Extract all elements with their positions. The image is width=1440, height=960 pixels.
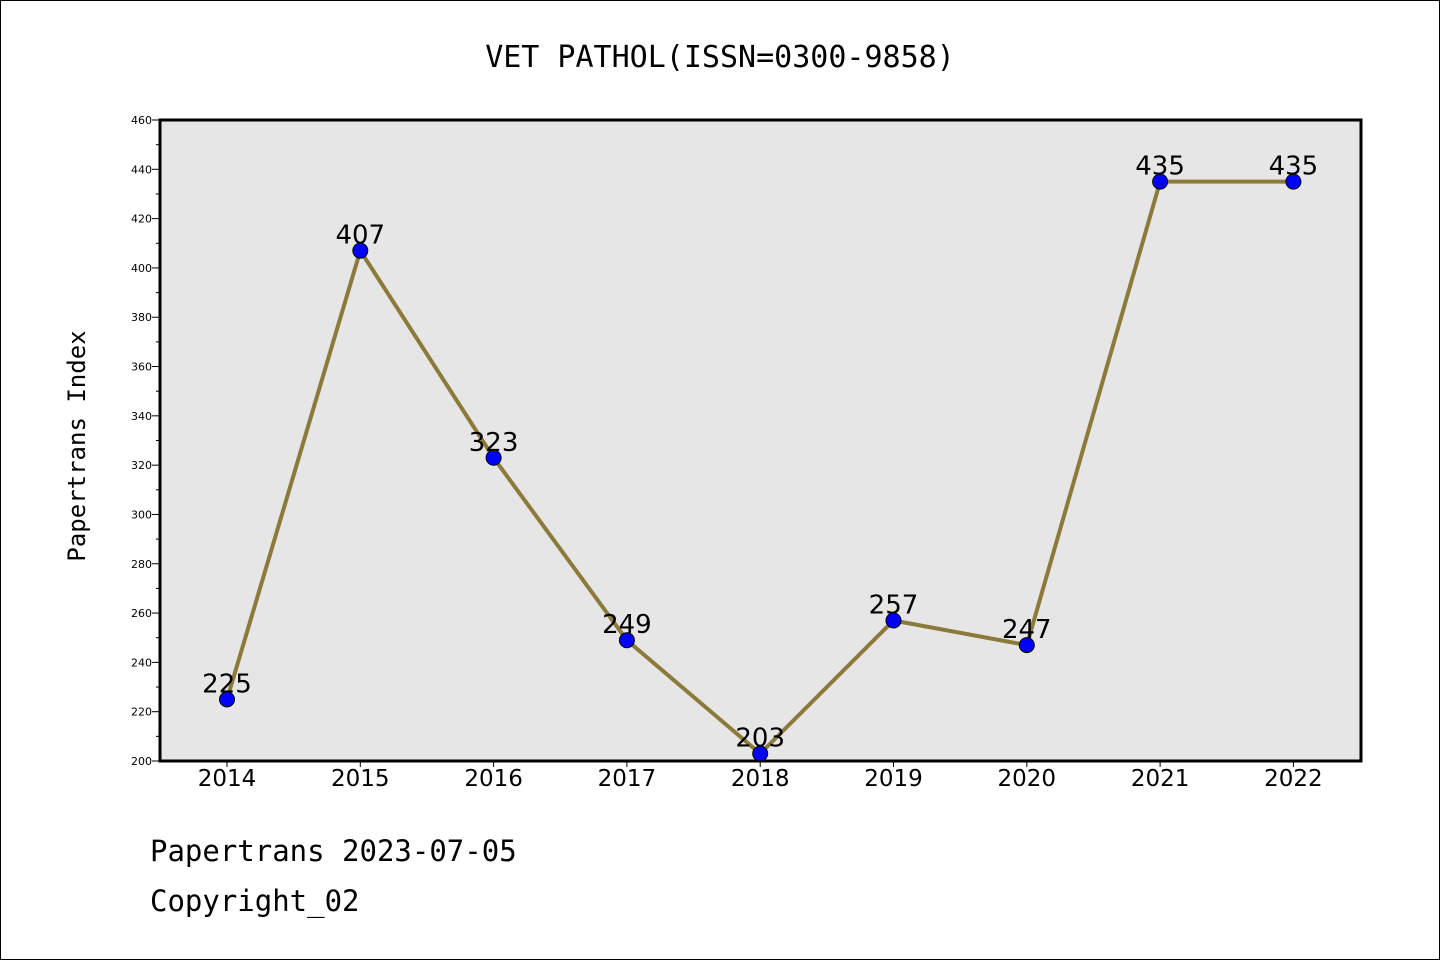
x-tick-label: 2021 — [1131, 766, 1190, 792]
series-markers — [219, 173, 1302, 762]
y-axis-ticks: 200 220 240 260 280 300 320 340 360 380 400 420 440 4… — [131, 114, 160, 768]
x-tick-label: 2015 — [331, 766, 390, 792]
data-point-marker — [618, 632, 635, 649]
y-axis-label: Papertrans Index — [63, 330, 91, 561]
y-tick-label: 220 — [131, 706, 152, 719]
data-label: 203 — [735, 724, 785, 754]
y-tick-label: 380 — [131, 311, 152, 324]
footer-copyright-line: Copyright_02 — [150, 884, 360, 918]
y-tick-label: 400 — [131, 262, 152, 275]
chart-title: VET PATHOL(ISSN=0300-9858) — [485, 40, 955, 75]
data-point-marker — [752, 745, 769, 762]
data-point-marker — [1285, 173, 1302, 190]
data-label: 407 — [335, 221, 385, 251]
y-tick-label: 260 — [131, 607, 152, 620]
x-tick-label: 2019 — [864, 766, 923, 792]
data-point-marker — [219, 691, 235, 708]
data-point-marker — [352, 242, 369, 259]
x-tick-label: 2016 — [464, 766, 523, 792]
x-axis-ticks: 2014 2015 2016 2017 2018 2019 2020 2021 2022 — [198, 761, 1323, 792]
data-label: 257 — [869, 590, 919, 620]
data-point-marker — [485, 449, 502, 466]
data-label: 249 — [602, 610, 652, 640]
data-labels: 225 407 323 249 203 257 247 435 435 — [202, 152, 1318, 754]
y-tick-label: 300 — [131, 508, 152, 521]
data-label: 247 — [1002, 615, 1052, 645]
y-tick-label: 240 — [131, 656, 152, 669]
data-point-marker — [1152, 173, 1169, 190]
x-tick-label: 2022 — [1264, 766, 1323, 792]
data-label: 435 — [1135, 152, 1185, 182]
footer-date-line: Papertrans 2023-07-05 — [150, 834, 517, 868]
x-tick-label: 2020 — [998, 766, 1057, 792]
plot-area — [158, 118, 1363, 763]
y-tick-label: 360 — [131, 361, 152, 374]
y-tick-label: 320 — [131, 459, 152, 472]
y-tick-label: 280 — [131, 558, 152, 571]
data-point-marker — [885, 612, 902, 629]
x-tick-label: 2018 — [731, 766, 790, 792]
data-label: 323 — [469, 428, 519, 458]
y-tick-label: 440 — [131, 163, 152, 176]
y-tick-label: 420 — [131, 213, 152, 226]
data-label: 225 — [202, 669, 252, 699]
data-label: 435 — [1269, 152, 1319, 182]
y-tick-label: 340 — [131, 410, 152, 423]
y-tick-label: 200 — [131, 755, 152, 768]
x-tick-label: 2017 — [598, 766, 657, 792]
data-point-marker — [1018, 637, 1035, 654]
y-tick-label: 460 — [131, 114, 152, 127]
x-tick-label: 2014 — [198, 766, 257, 792]
